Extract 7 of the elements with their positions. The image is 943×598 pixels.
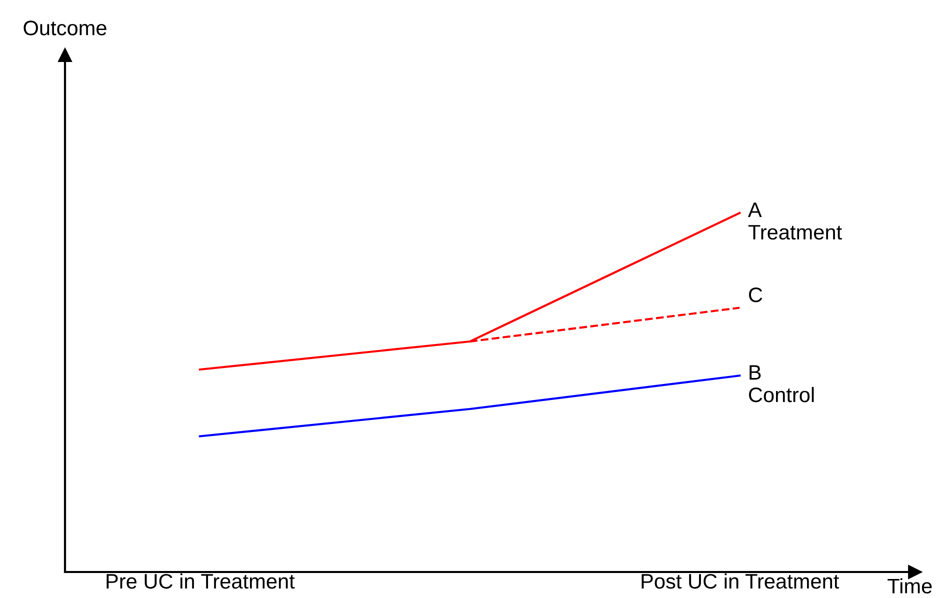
x-tick-label: Pre UC in Treatment	[106, 573, 295, 589]
x-tick-label: Post UC in Treatment	[642, 573, 840, 589]
annotation: C	[748, 287, 762, 302]
annotation: A Treatment	[748, 202, 842, 240]
x-axis-title: Time	[888, 578, 932, 594]
text: Outcome	[24, 20, 106, 36]
annotation: B Control	[748, 365, 814, 402]
